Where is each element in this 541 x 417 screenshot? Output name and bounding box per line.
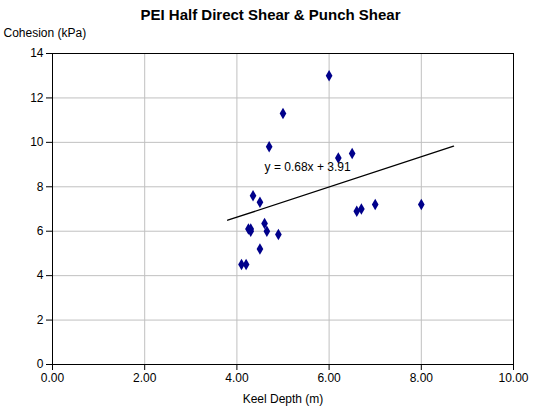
svg-text:0.00: 0.00 [41,371,65,385]
svg-text:4.00: 4.00 [225,371,249,385]
svg-text:4: 4 [37,268,44,282]
svg-text:2: 2 [37,313,44,327]
svg-text:8.00: 8.00 [410,371,434,385]
svg-text:10.00: 10.00 [498,371,528,385]
svg-text:6.00: 6.00 [317,371,341,385]
svg-text:14: 14 [30,46,44,60]
svg-text:Cohesion (kPa): Cohesion (kPa) [4,26,87,40]
svg-text:10: 10 [30,135,44,149]
svg-text:12: 12 [30,91,44,105]
svg-text:0: 0 [37,357,44,371]
html-text:PEI Half Direct Shear & Punch: PEI Half Direct Shear & Punch Shear [140,6,401,23]
svg-text:y = 0.68x + 3.91: y = 0.68x + 3.91 [265,160,351,174]
svg-text:2.00: 2.00 [133,371,157,385]
svg-text:8: 8 [37,180,44,194]
svg-text:6: 6 [37,224,44,238]
svg-text:Keel Depth (m): Keel Depth (m) [243,392,324,406]
